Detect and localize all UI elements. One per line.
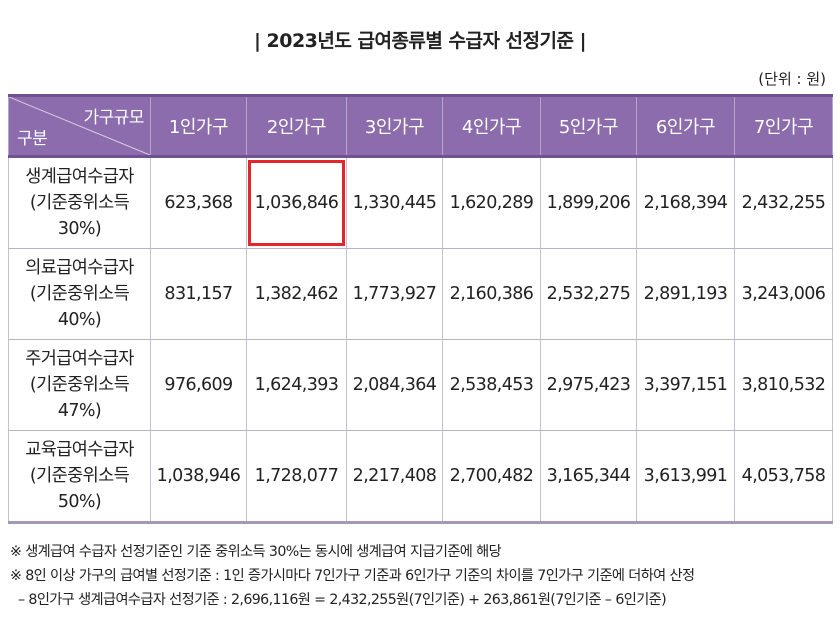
table-cell: 1,773,927: [346, 248, 443, 340]
table-cell: 2,168,394: [636, 156, 735, 249]
corner-header-cell: 가구규모 구분: [8, 94, 151, 158]
row-label-line: 40%): [57, 310, 102, 330]
header-row: 가구규모 구분 1인가구 2인가구 3인가구 4인가구 5인가구 6인가구 7인…: [8, 94, 833, 158]
table-cell: 2,700,482: [442, 430, 541, 524]
row-label-line: 47%): [57, 401, 102, 421]
row-header-medical: 의료급여수급자 (기준중위소득 40%): [8, 248, 151, 340]
row-header-education: 교육급여수급자 (기준중위소득 50%): [8, 430, 151, 524]
table-cell: 2,891,193: [636, 248, 735, 340]
table-cell: 2,160,386: [442, 248, 541, 340]
table-cell: 2,084,364: [346, 339, 443, 431]
column-header-7: 7인가구: [734, 94, 833, 158]
table-row-medical: 의료급여수급자 (기준중위소득 40%) 831,157 1,382,462 1…: [8, 248, 833, 340]
row-label-line: (기준중위소득: [29, 375, 130, 395]
unit-label: (단위 : 원): [758, 70, 826, 88]
corner-label-household-size: 가구규모: [83, 108, 144, 128]
footnote-line: – 8인가구 생계급여수급자 선정기준 : 2,696,116원 = 2,432…: [18, 592, 667, 608]
table-cell: 2,538,453: [442, 339, 541, 431]
footnote-line: ※ 8인 이상 가구의 급여별 선정기준 : 1인 증가시마다 7인가구 기준과…: [10, 568, 695, 584]
table-cell: 3,243,006: [734, 248, 833, 340]
column-header-2: 2인가구: [246, 94, 347, 158]
table-cell: 3,810,532: [734, 339, 833, 431]
row-label-line: 의료급여수급자: [25, 258, 134, 278]
table-cell: 1,330,445: [346, 156, 443, 249]
table-cell: 2,532,275: [540, 248, 637, 340]
column-header-6: 6인가구: [636, 94, 735, 158]
table-cell: 1,038,946: [150, 430, 247, 524]
page-title: | 2023년도 급여종류별 수급자 선정기준 |: [253, 30, 587, 52]
row-header-housing: 주거급여수급자 (기준중위소득 47%): [8, 339, 151, 431]
table-cell: 2,432,255: [734, 156, 833, 249]
footnote-line: ※ 생계급여 수급자 선정기준인 기준 중위소득 30%는 동시에 생계급여 지…: [10, 544, 502, 560]
row-label-line: (기준중위소득: [29, 284, 130, 304]
table-row-education: 교육급여수급자 (기준중위소득 50%) 1,038,946 1,728,077…: [8, 430, 833, 524]
table-row-housing: 주거급여수급자 (기준중위소득 47%) 976,609 1,624,393 2…: [8, 339, 833, 431]
highlighted-cell: 1,036,846: [246, 156, 347, 249]
footnotes: ※ 생계급여 수급자 선정기준인 기준 중위소득 30%는 동시에 생계급여 지…: [10, 540, 836, 612]
table-row-livelihood: 생계급여수급자 (기준중위소득 30%) 623,368 1,036,846 1…: [8, 156, 833, 249]
table-cell: 1,624,393: [246, 339, 347, 431]
table-cell: 1,728,077: [246, 430, 347, 524]
row-label-line: 주거급여수급자: [25, 349, 134, 369]
table-cell: 623,368: [150, 156, 247, 249]
table-cell: 1,382,462: [246, 248, 347, 340]
column-header-1: 1인가구: [150, 94, 247, 158]
diagonal-divider: [11, 98, 148, 154]
corner-label-category: 구분: [17, 129, 48, 149]
table-cell: 976,609: [150, 339, 247, 431]
table-cell: 1,620,289: [442, 156, 541, 249]
row-label-line: 교육급여수급자: [25, 440, 134, 460]
table-cell: 3,165,344: [540, 430, 637, 524]
row-label-line: 30%): [57, 219, 102, 239]
table-cell: 1,899,206: [540, 156, 637, 249]
table-cell: 831,157: [150, 248, 247, 340]
table-cell: 2,217,408: [346, 430, 443, 524]
selection-criteria-table: 가구규모 구분 1인가구 2인가구 3인가구 4인가구 5인가구 6인가구 7인…: [8, 94, 833, 524]
column-header-5: 5인가구: [540, 94, 637, 158]
table-cell: 4,053,758: [734, 430, 833, 524]
row-header-livelihood: 생계급여수급자 (기준중위소득 30%): [8, 156, 151, 249]
row-label-line: (기준중위소득: [29, 466, 130, 486]
row-label-line: 생계급여수급자: [25, 167, 134, 187]
table-cell-value: 1,036,846: [254, 193, 339, 213]
column-header-3: 3인가구: [346, 94, 443, 158]
table-cell: 2,975,423: [540, 339, 637, 431]
row-label-line: (기준중위소득: [29, 193, 130, 213]
row-label-line: 50%): [57, 492, 102, 512]
table-cell: 3,613,991: [636, 430, 735, 524]
column-header-4: 4인가구: [442, 94, 541, 158]
table-cell: 3,397,151: [636, 339, 735, 431]
